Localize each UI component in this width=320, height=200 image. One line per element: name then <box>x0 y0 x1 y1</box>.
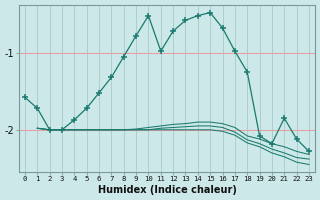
X-axis label: Humidex (Indice chaleur): Humidex (Indice chaleur) <box>98 185 236 195</box>
